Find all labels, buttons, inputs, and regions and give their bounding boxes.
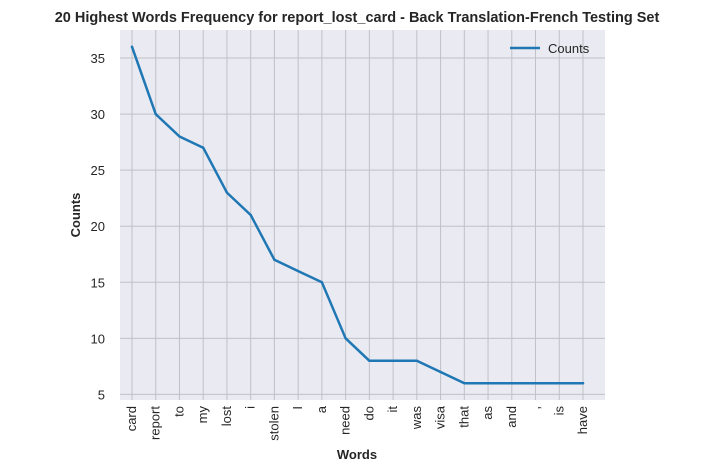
series-layer (130, 45, 585, 385)
data-point (368, 359, 371, 362)
data-point (249, 213, 252, 217)
x-tick-label: do (361, 406, 376, 420)
x-tick-label: was (409, 406, 424, 431)
y-tick-label: 15 (91, 275, 105, 290)
data-point (463, 381, 466, 385)
x-tick-label: and (504, 406, 519, 428)
y-tick-label: 5 (98, 387, 105, 402)
x-tick-label: i (243, 406, 258, 409)
y-tick-labels: 5 10 15 20 25 30 35 (91, 51, 105, 402)
data-point (581, 381, 585, 385)
data-point (534, 381, 537, 385)
data-point (415, 359, 419, 362)
data-point (296, 269, 300, 273)
data-point (486, 381, 490, 385)
data-point (391, 359, 395, 362)
x-tick-label: lost (219, 406, 234, 427)
data-point (202, 146, 205, 149)
data-point (154, 112, 157, 116)
data-point (320, 281, 324, 284)
data-point (344, 337, 347, 340)
x-tick-label: visa (433, 405, 448, 429)
y-tick-label: 10 (91, 331, 105, 346)
x-tick-label: a (314, 405, 329, 413)
data-point (273, 258, 276, 262)
x-tick-label: as (480, 406, 495, 420)
data-point (510, 381, 513, 385)
legend: Counts (510, 41, 590, 56)
x-tick-label: card (124, 406, 139, 431)
data-point (558, 381, 561, 385)
x-tick-label: to (171, 406, 186, 417)
y-axis-label: Counts (68, 193, 83, 238)
x-tick-label: I (290, 406, 305, 410)
x-tick-label: report (148, 406, 163, 440)
x-tick-label: that (456, 406, 471, 428)
y-tick-label: 35 (91, 51, 105, 66)
x-tick-label: stolen (266, 406, 281, 441)
x-tick-label: my (195, 406, 210, 424)
x-axis-label: Words (337, 447, 377, 462)
plot-area (120, 30, 605, 400)
y-tick-label: 30 (91, 107, 105, 122)
legend-label-counts: Counts (548, 41, 590, 56)
x-tick-label: need (338, 406, 353, 435)
x-tick-label: is (551, 406, 566, 416)
series-line-counts (130, 45, 585, 385)
x-tick-label: it (385, 406, 400, 413)
x-tick-label: have (575, 406, 590, 434)
data-point (439, 370, 442, 374)
x-tick-label: , (528, 406, 543, 410)
y-tick-label: 25 (91, 163, 105, 178)
y-tick-label: 20 (91, 219, 105, 234)
data-point (130, 45, 134, 49)
data-point (178, 135, 181, 138)
chart-title: 20 Highest Words Frequency for report_lo… (55, 10, 660, 26)
data-point (225, 191, 229, 194)
